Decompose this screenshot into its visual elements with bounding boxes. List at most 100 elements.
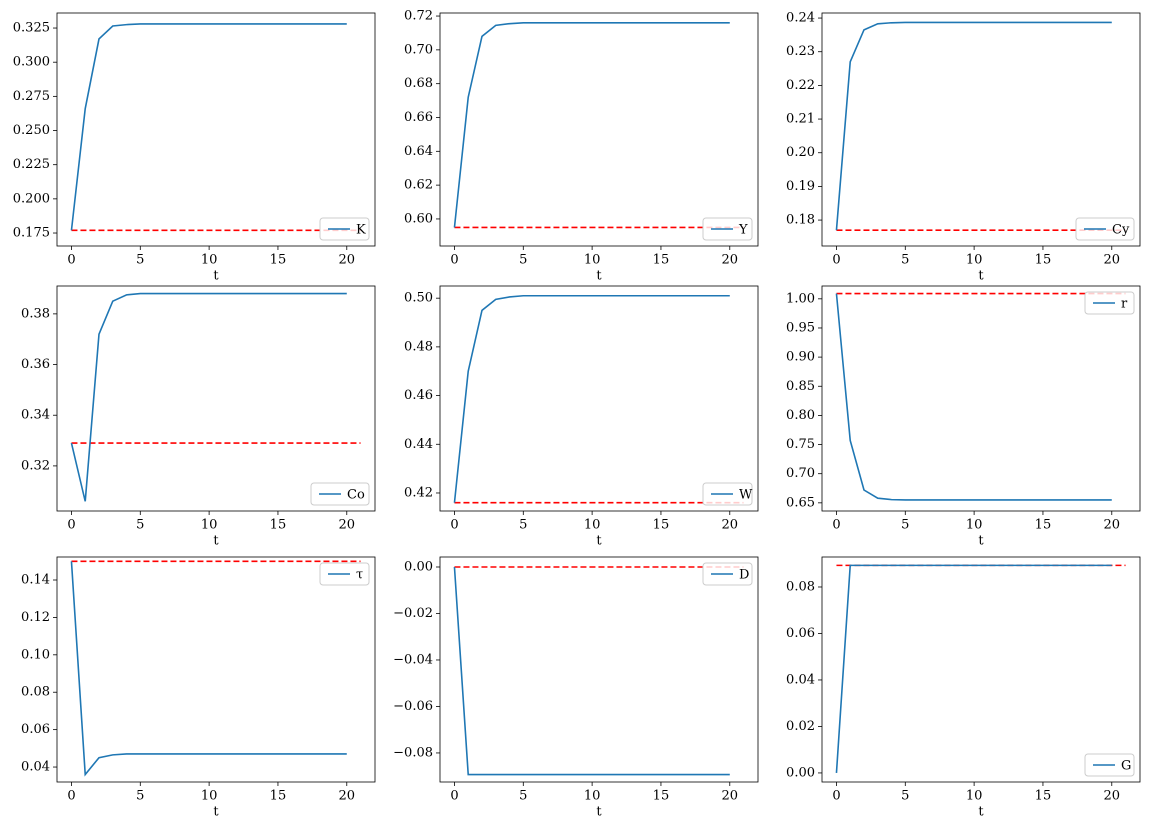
y-tick-label: 0.10 (21, 647, 50, 662)
x-tick-label: 5 (901, 518, 909, 533)
x-tick-label: 20 (722, 253, 739, 268)
series-line (70, 292, 347, 502)
x-tick-label: 15 (270, 518, 287, 533)
x-axis-label: t (596, 805, 602, 820)
y-tick-label: 0.24 (786, 11, 815, 26)
y-tick-label: 0.50 (404, 291, 433, 306)
series-line (453, 294, 730, 503)
series-line (835, 564, 1112, 773)
y-tick-label: 0.68 (404, 76, 433, 91)
legend-label: W (739, 488, 753, 503)
y-tick-label: 0.275 (13, 89, 50, 104)
y-tick-label: 0.225 (13, 157, 50, 172)
x-tick-label: 15 (1035, 518, 1052, 533)
plot-frame (56, 285, 376, 512)
plot-frame (56, 12, 376, 247)
y-tick-label: 0.38 (21, 306, 50, 321)
subplot: 0 5 10 15 20 0.65 0.70 0.75 0.80 0.85 0.90 0.95 1.00… (786, 285, 1141, 549)
y-tick-label: 1.00 (786, 291, 815, 306)
y-tick-label: 0.08 (21, 685, 50, 700)
x-axis-label: t (978, 805, 984, 820)
x-tick-label: 0 (450, 253, 458, 268)
y-tick-label: 0.250 (13, 123, 50, 138)
series-line (70, 23, 347, 231)
x-axis-label: t (596, 534, 602, 549)
y-tick-label: 0.04 (786, 672, 815, 687)
series-line (453, 22, 730, 228)
series-line (453, 566, 730, 776)
x-axis-label: t (596, 269, 602, 284)
series-line (835, 21, 1112, 231)
y-tick-label: 0.70 (404, 42, 433, 57)
y-tick-label: −0.06 (393, 699, 433, 714)
subplot: 0 5 10 15 20 0.04 0.06 0.08 0.10 0.12 0.14 t τ (21, 556, 376, 820)
y-tick-label: 0.08 (786, 579, 815, 594)
y-tick-label: 0.62 (404, 178, 433, 193)
y-tick-label: 0.20 (786, 145, 815, 160)
x-tick-label: 0 (832, 253, 840, 268)
legend-label: Co (347, 488, 365, 503)
y-tick-label: 0.23 (786, 44, 815, 59)
x-tick-label: 15 (653, 253, 670, 268)
x-tick-label: 0 (832, 789, 840, 804)
y-tick-label: −0.02 (393, 606, 433, 621)
y-tick-label: 0.32 (21, 458, 50, 473)
subplot: 0 5 10 15 20 0.175 0.200 0.225 0.250 0.275 0.300 0.… (13, 12, 376, 284)
x-axis-label: t (213, 534, 219, 549)
x-tick-label: 5 (519, 253, 527, 268)
subplot: 0 5 10 15 20 0.00 0.02 0.04 0.06 0.08 t G (786, 556, 1141, 820)
x-tick-label: 20 (1104, 789, 1121, 804)
plot-frame (439, 285, 759, 512)
plot-frame (439, 556, 759, 783)
x-axis-label: t (213, 269, 219, 284)
legend-label: Y (738, 223, 748, 238)
x-tick-label: 10 (584, 789, 601, 804)
y-tick-label: 0.66 (404, 110, 433, 125)
x-axis-label: t (978, 269, 984, 284)
y-tick-label: 0.14 (21, 573, 50, 588)
y-tick-label: 0.19 (786, 179, 815, 194)
y-tick-label: −0.04 (393, 652, 433, 667)
x-tick-label: 20 (1104, 253, 1121, 268)
plot-frame (56, 556, 376, 783)
y-tick-label: 0.72 (404, 9, 433, 24)
plot-frame (821, 12, 1141, 247)
x-tick-label: 0 (832, 518, 840, 533)
x-tick-label: 5 (136, 518, 144, 533)
plot-frame (821, 285, 1141, 512)
x-tick-label: 0 (67, 253, 75, 268)
x-tick-label: 15 (270, 789, 287, 804)
y-tick-label: 0.90 (786, 350, 815, 365)
x-tick-label: 20 (339, 253, 356, 268)
y-tick-label: 0.00 (404, 559, 433, 574)
legend-label: r (1121, 297, 1128, 312)
plot-frame (821, 556, 1141, 783)
plot-frame (439, 12, 759, 247)
x-tick-label: 10 (201, 253, 218, 268)
x-tick-label: 10 (584, 518, 601, 533)
y-tick-label: 0.48 (404, 339, 433, 354)
x-tick-label: 20 (339, 518, 356, 533)
series-line (835, 293, 1112, 501)
x-tick-label: 15 (1035, 789, 1052, 804)
y-tick-label: 0.200 (13, 191, 50, 206)
x-axis-label: t (978, 534, 984, 549)
subplot: 0 5 10 15 20 0.00 −0.02 −0.04 −0.06 −0.08 t D (393, 556, 759, 820)
x-tick-label: 15 (653, 518, 670, 533)
subplot: 0 5 10 15 20 0.42 0.44 0.46 0.48 0.50 t W (404, 285, 759, 549)
x-tick-label: 10 (966, 518, 983, 533)
x-tick-label: 10 (201, 789, 218, 804)
x-tick-label: 0 (67, 518, 75, 533)
y-tick-label: 0.85 (786, 379, 815, 394)
y-tick-label: 0.46 (404, 388, 433, 403)
x-tick-label: 10 (201, 518, 218, 533)
x-axis-label: t (213, 805, 219, 820)
subplot: 0 5 10 15 20 0.60 0.62 0.64 0.66 0.68 0.70 0.72 t Y (404, 9, 759, 284)
y-tick-label: 0.12 (21, 610, 50, 625)
x-tick-label: 20 (1104, 518, 1121, 533)
subplot: 0 5 10 15 20 0.18 0.19 0.20 0.21 0.22 0.23 0.24 t Cy (786, 11, 1141, 284)
y-tick-label: 0.02 (786, 719, 815, 734)
x-tick-label: 15 (653, 789, 670, 804)
y-tick-label: 0.06 (21, 722, 50, 737)
